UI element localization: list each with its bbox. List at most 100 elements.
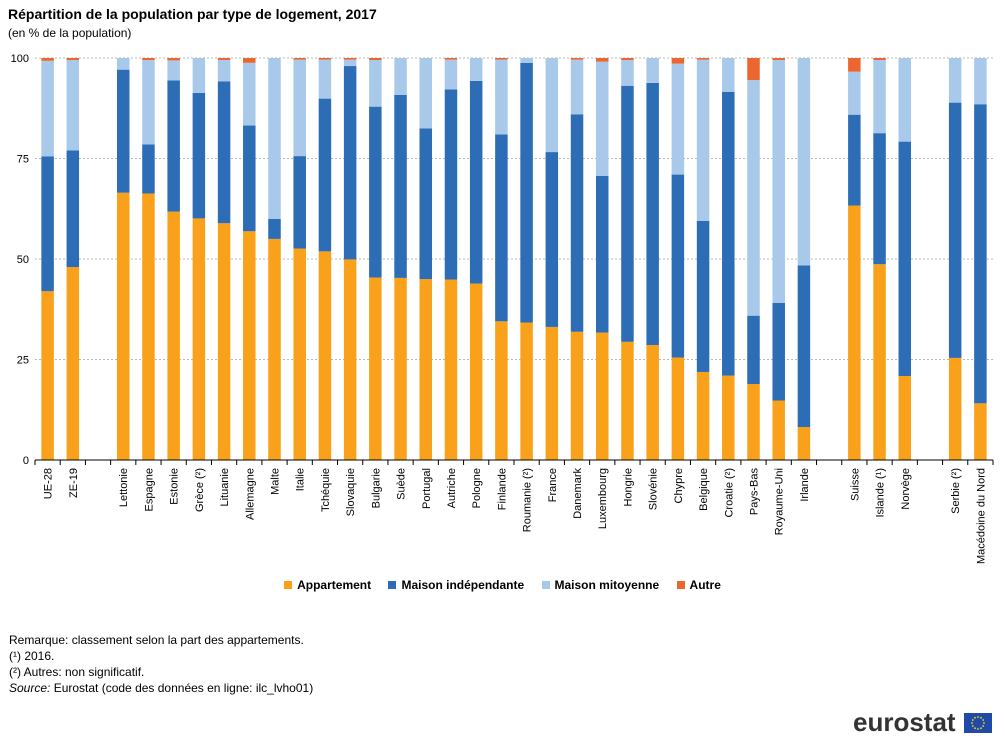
bar-segment (898, 141, 912, 376)
source-text: Eurostat (code des données en ligne: ilc… (50, 681, 314, 695)
bar-segment (570, 58, 584, 60)
bar-segment (520, 322, 533, 460)
eu-flag-icon (964, 712, 993, 733)
bar-segment (293, 58, 306, 60)
bar-segment (948, 102, 962, 358)
x-tick-label: Lettonie (118, 468, 130, 507)
bar-segment (646, 82, 659, 346)
bar-segment (318, 251, 332, 460)
bar-segment (772, 302, 785, 401)
bar-segment (469, 283, 483, 460)
bar-segment (797, 58, 811, 266)
bar-segment (948, 357, 962, 460)
bar-segment (217, 81, 231, 224)
bar-segment (142, 144, 155, 194)
x-tick-label: Autriche (446, 468, 458, 508)
x-tick-label: France (547, 468, 559, 502)
chart-title: Répartition de la population par type de… (8, 6, 377, 22)
bar-segment (243, 58, 256, 63)
x-tick-label: Allemagne (244, 468, 256, 520)
x-tick-label: Belgique (698, 468, 710, 511)
bar-segment (192, 92, 206, 219)
bar-segment (797, 427, 811, 460)
bar-segment (41, 58, 54, 61)
bar-segment (772, 58, 785, 61)
legend-item-maison-independante: Maison indépendante (388, 578, 524, 592)
bar-segment (469, 58, 483, 81)
bar-segment (495, 59, 508, 135)
x-tick-label: Slovaquie (345, 468, 357, 516)
x-tick-label: Hongrie (622, 468, 634, 507)
bar-segment (696, 371, 710, 460)
bar-segment (444, 59, 458, 90)
bar-segment (318, 58, 332, 60)
bar-segment (545, 152, 559, 327)
bar-segment (495, 58, 508, 60)
legend-label: Autre (689, 578, 721, 592)
bar-segment (318, 98, 332, 252)
bar-segment (66, 150, 80, 268)
bar-segment (495, 321, 508, 460)
source-note: Source: Eurostat (code des données en li… (9, 680, 313, 696)
bar-segment (722, 91, 735, 376)
bar-segment (974, 403, 987, 460)
bar-segment (621, 85, 634, 342)
legend-item-appartement: Appartement (284, 578, 371, 592)
bar-segment (41, 60, 54, 157)
y-tick-label: 0 (23, 455, 29, 467)
bar-segment (343, 58, 357, 60)
bar-segment (343, 59, 357, 67)
bar-segment (243, 125, 256, 232)
stacked-bar-chart: 0 25 50 75 100 UE-28 ZE-19 Lettonie Espagne Eston… (11, 53, 994, 564)
bar-segment (444, 279, 458, 460)
bar-segment (293, 59, 306, 157)
x-tick-label: Lituanie (219, 468, 231, 507)
bar-segment (545, 58, 559, 153)
bar-segment (646, 345, 659, 460)
x-tick-label: Tchéquie (320, 468, 332, 512)
bar-segment (898, 58, 912, 142)
chart-legend: Appartement Maison indépendante Maison m… (0, 578, 1005, 592)
bar-segment (595, 58, 609, 62)
bar-segment (444, 89, 458, 280)
footnote-1: (¹) 2016. (9, 649, 55, 663)
bar-segment (873, 133, 886, 265)
bar-segment (116, 58, 130, 70)
bar-segment (217, 223, 231, 460)
bar-segment (747, 80, 760, 316)
x-tick-label: Norvège (900, 468, 912, 510)
bar-segment (595, 332, 609, 460)
bar-segment (570, 331, 584, 460)
bar-segment (722, 58, 735, 92)
bar-segment (621, 58, 634, 61)
bar-segment (369, 106, 382, 278)
x-tick-label: Pays-Bas (749, 468, 761, 516)
x-tick-label: Suisse (849, 468, 861, 501)
bar-segment (268, 238, 281, 460)
bar-segment (268, 58, 281, 219)
bar-segment (722, 375, 735, 460)
bar-segment (116, 69, 130, 193)
bar-segment (974, 104, 987, 404)
bar-segment (369, 60, 382, 107)
bar-segment (873, 58, 886, 61)
bar-segment (41, 156, 54, 292)
x-tick-label: Royaume-Uni (774, 468, 786, 535)
bar-segment (142, 193, 155, 460)
chart-notes: Remarque: classement selon la part des a… (9, 632, 313, 696)
bar-segment (142, 60, 155, 145)
bar-segment (848, 114, 861, 206)
x-tick-label: UE-28 (43, 468, 55, 499)
x-tick-label: Estonie (169, 468, 181, 505)
bar-segment (444, 58, 458, 60)
footnote-2: (²) Autres: non significatif. (9, 665, 145, 679)
brand-text: eurostat (853, 707, 956, 737)
x-tick-label: Islande (¹) (875, 468, 887, 518)
x-tick-label: Serbie (²) (950, 468, 962, 514)
bar-segment (243, 62, 256, 126)
bar-segment (293, 248, 306, 460)
bar-segment (747, 58, 760, 81)
bar-segment (621, 341, 634, 460)
chart-subtitle: (en % de la population) (8, 26, 132, 40)
x-tick-label: Croatie (²) (723, 468, 735, 518)
